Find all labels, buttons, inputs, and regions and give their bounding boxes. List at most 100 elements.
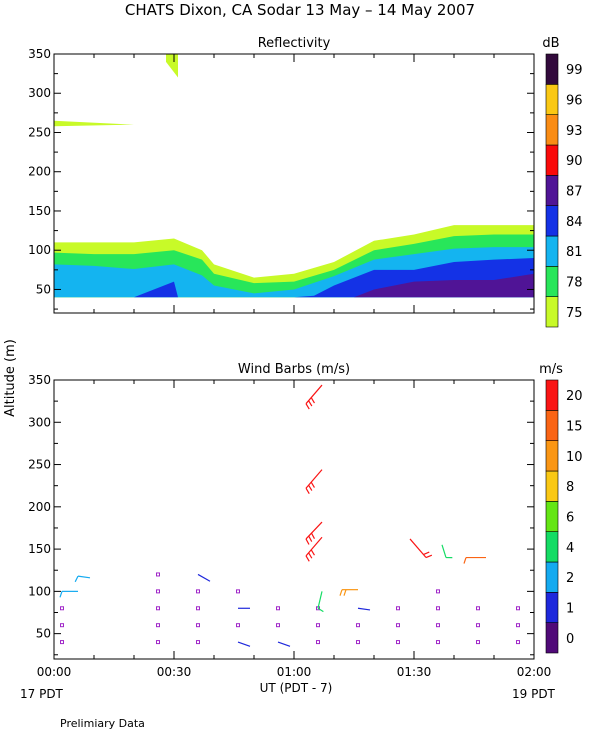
calm-point	[396, 623, 400, 628]
wind-y-tick-label: 150	[28, 542, 51, 556]
calm-point	[236, 589, 240, 594]
figure-title: CHATS Dixon, CA Sodar 13 May – 14 May 20…	[125, 1, 475, 19]
calm-point	[196, 589, 200, 594]
wind-barb	[237, 641, 251, 647]
wind-colorbar-label: 10	[566, 450, 583, 465]
calm-point	[396, 606, 400, 611]
reflectivity-y-tick-label: 250	[28, 125, 51, 139]
reflectivity-y-tick-label: 100	[28, 243, 51, 257]
calm-point	[436, 606, 440, 611]
wind-plot-frame	[53, 379, 535, 660]
calm-point	[196, 606, 200, 611]
wind-colorbar-swatch	[545, 622, 559, 654]
wind-barb	[59, 590, 78, 598]
reflectivity-colorbar-swatch	[545, 144, 559, 176]
wind-x-tick-label: 01:30	[397, 665, 432, 679]
calm-point	[516, 640, 520, 645]
reflectivity-y-tick-label: 50	[36, 282, 51, 296]
wind-colorbar-label: 4	[566, 541, 574, 556]
wind-barb	[441, 544, 453, 559]
reflectivity-colorbar-swatch	[545, 235, 559, 267]
wind-barb	[305, 536, 323, 562]
calm-point	[60, 623, 64, 628]
reflectivity-y-tick-label: 300	[28, 86, 51, 100]
wind-barb	[277, 641, 291, 647]
wind-colorbar-label: 15	[566, 420, 583, 435]
reflectivity-colorbar-swatch	[545, 296, 559, 328]
wind-x-tick-label: 01:00	[277, 665, 312, 679]
y-axis-label: Altitude (m)	[3, 339, 18, 417]
wind-colorbar-label: 0	[566, 632, 574, 647]
reflectivity-patch-0	[54, 120, 134, 127]
calm-point	[156, 572, 160, 577]
wind-barb	[305, 384, 323, 410]
wind-y-tick-label: 300	[28, 415, 51, 429]
calm-point	[236, 623, 240, 628]
wind-barb	[317, 591, 324, 613]
reflectivity-y-tick-label: 350	[28, 47, 51, 61]
wind-barb	[339, 589, 358, 596]
wind-colorbar-swatch	[545, 501, 559, 532]
calm-point	[356, 640, 360, 645]
calm-point	[156, 640, 160, 645]
wind-x-tick-label: 00:00	[37, 665, 72, 679]
wind-x-tick-label: 00:30	[157, 665, 192, 679]
left-time-label: 17 PDT	[20, 687, 64, 701]
reflectivity-axes: 50 100 150 200 250 300 350	[28, 47, 535, 313]
wind-barb	[409, 538, 433, 559]
wind-colorbar-swatch	[545, 592, 559, 623]
calm-point	[356, 623, 360, 628]
calm-point	[156, 589, 160, 594]
reflectivity-y-tick-label: 150	[28, 204, 51, 218]
reflectivity-y-tick-label: 200	[28, 165, 51, 179]
wind-barbs	[59, 384, 520, 647]
reflectivity-colorbar-swatch	[545, 114, 559, 146]
calm-point	[476, 606, 480, 611]
wind-colorbar-swatch	[545, 470, 559, 502]
wind-colorbar-label: 20	[566, 389, 583, 404]
wind-y-tick-label: 100	[28, 584, 51, 598]
wind-panel: Wind Barbs (m/s) 5010015020025030035000:…	[28, 362, 582, 679]
reflectivity-colorbar-swatch	[545, 205, 559, 237]
reflectivity-colorbar-swatch	[545, 175, 559, 206]
wind-colorbar-label: 8	[566, 480, 574, 495]
wind-colorbar: 0 1 2 4 6 8 10 15 20	[545, 379, 583, 654]
wind-colorbar-label: 6	[566, 511, 574, 526]
wind-colorbar-swatch	[545, 440, 559, 472]
reflectivity-frame-border	[53, 53, 535, 314]
calm-point	[436, 589, 440, 594]
wind-x-tick-label: 02:00	[517, 665, 552, 679]
wind-y-tick-label: 200	[28, 500, 51, 514]
calm-point	[516, 623, 520, 628]
wind-colorbar-swatch	[545, 561, 559, 593]
calm-point	[476, 640, 480, 645]
wind-y-tick-label: 50	[36, 627, 51, 641]
reflectivity-colorbar-label: 78	[566, 276, 583, 291]
wind-barb	[357, 607, 371, 611]
wind-colorbar-swatch	[545, 379, 559, 411]
reflectivity-colorbar-unit: dB	[542, 36, 559, 51]
reflectivity-colorbar-swatch	[545, 53, 559, 85]
reflectivity-patch-1	[166, 54, 178, 78]
calm-point	[60, 606, 64, 611]
calm-point	[316, 623, 320, 628]
wind-barb	[463, 556, 486, 564]
wind-barb	[197, 573, 211, 582]
wind-axes: 50 100 150 200 250 300 350 00:00 00:30 01:00 01:30…	[28, 373, 551, 679]
calm-point	[516, 606, 520, 611]
calm-point	[196, 640, 200, 645]
reflectivity-colorbar-label: 93	[566, 124, 583, 139]
wind-y-tick-label: 250	[28, 458, 51, 472]
calm-point	[196, 623, 200, 628]
calm-point	[436, 640, 440, 645]
calm-point	[476, 623, 480, 628]
wind-colorbar-unit: m/s	[539, 362, 563, 377]
reflectivity-colorbar-label: 96	[566, 94, 583, 109]
calm-point	[276, 623, 280, 628]
reflectivity-colorbar-label: 84	[566, 215, 583, 230]
right-time-label: 19 PDT	[512, 687, 556, 701]
wind-colorbar-swatch	[545, 531, 559, 563]
wind-barb	[74, 575, 91, 583]
reflectivity-colorbar-label: 75	[566, 306, 583, 321]
